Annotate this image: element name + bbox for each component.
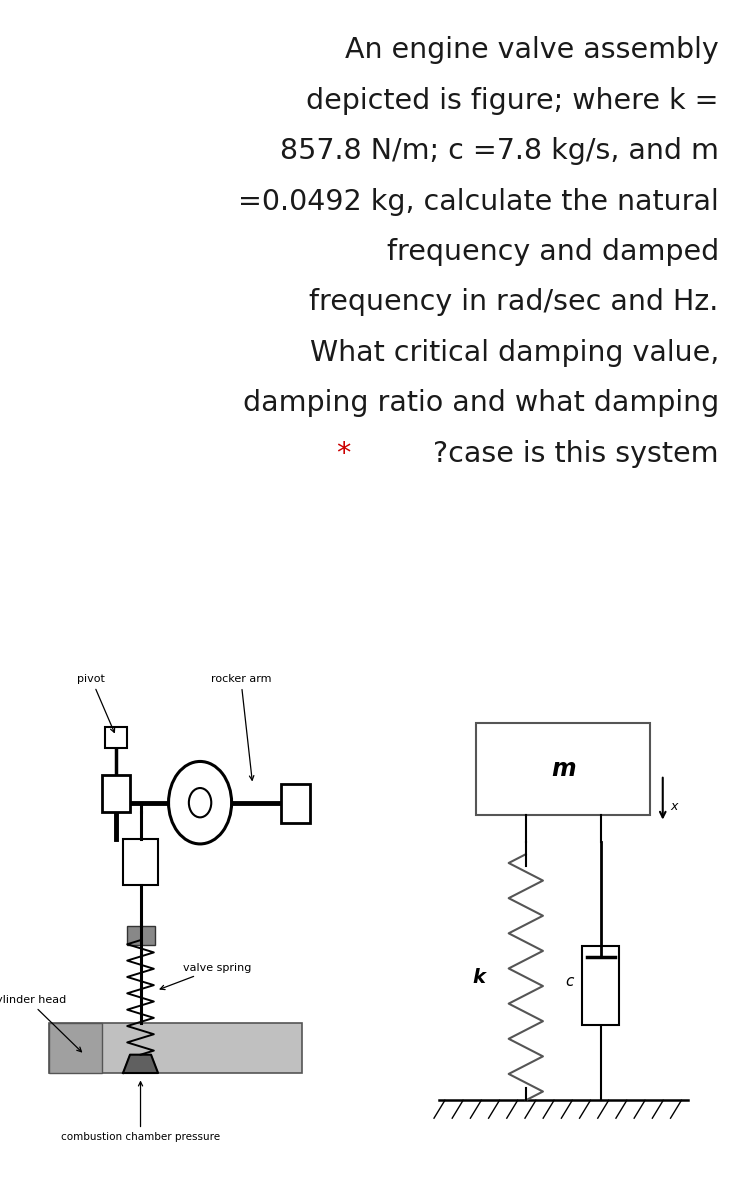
Text: c: c [565,973,574,989]
Text: pivot: pivot [78,674,115,732]
Text: *: * [337,439,361,468]
Text: depicted is figure; where k =: depicted is figure; where k = [306,86,719,115]
Bar [102,775,130,812]
Polygon shape [123,1055,158,1073]
Bar [582,946,619,1025]
Text: An engine valve assembly: An engine valve assembly [345,36,719,65]
Bar [123,839,158,886]
Text: =0.0492 kg, calculate the natural: =0.0492 kg, calculate the natural [238,187,719,216]
Text: frequency and damped: frequency and damped [387,238,719,266]
Text: combustion chamber pressure: combustion chamber pressure [61,1081,220,1142]
Text: What critical damping value,: What critical damping value, [310,338,719,367]
Circle shape [168,762,232,844]
Text: damping ratio and what damping: damping ratio and what damping [242,389,719,418]
Text: valve spring: valve spring [160,962,251,990]
Text: ?case is this system: ?case is this system [433,439,719,468]
Text: frequency in rad/sec and Hz.: frequency in rad/sec and Hz. [310,288,719,317]
Text: k: k [473,967,485,986]
Bar [281,785,310,823]
Text: m: m [551,757,576,781]
Bar [127,926,155,944]
Text: x: x [671,800,678,814]
Circle shape [189,788,211,817]
Text: cylinder head: cylinder head [0,995,82,1051]
Text: rocker arm: rocker arm [210,674,271,780]
Bar [50,1022,102,1073]
Bar [105,727,127,748]
Bar [50,1022,302,1073]
Text: 857.8 N/m; c =7.8 kg/s, and m: 857.8 N/m; c =7.8 kg/s, and m [280,137,719,166]
Bar [476,724,651,815]
